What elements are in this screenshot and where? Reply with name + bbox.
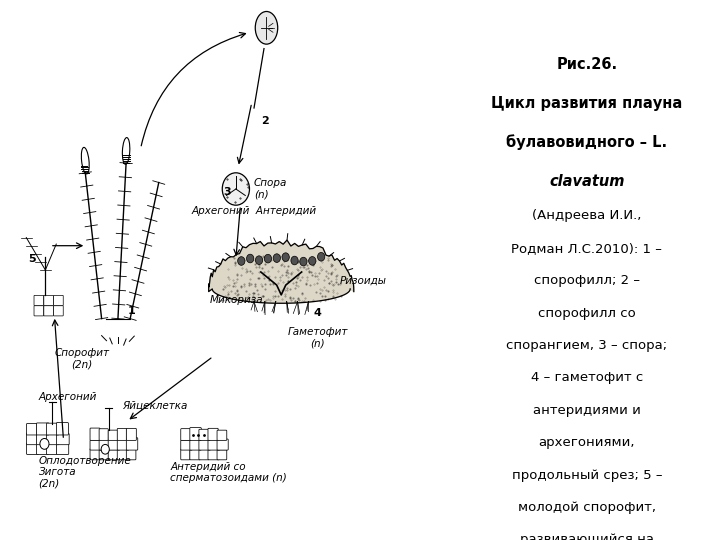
Text: булавовидного – L.: булавовидного – L. — [506, 134, 667, 151]
FancyBboxPatch shape — [90, 428, 100, 441]
FancyBboxPatch shape — [37, 443, 48, 455]
FancyBboxPatch shape — [56, 434, 69, 445]
FancyBboxPatch shape — [34, 295, 44, 306]
Circle shape — [318, 252, 325, 261]
FancyBboxPatch shape — [34, 306, 44, 316]
FancyBboxPatch shape — [190, 438, 202, 450]
Circle shape — [238, 256, 245, 265]
FancyBboxPatch shape — [181, 440, 192, 450]
FancyBboxPatch shape — [53, 306, 63, 316]
Text: 5: 5 — [28, 254, 35, 264]
Circle shape — [222, 173, 250, 205]
FancyBboxPatch shape — [108, 430, 118, 441]
Text: Зигота
(2n): Зигота (2n) — [39, 467, 76, 489]
Text: 1: 1 — [127, 306, 135, 315]
Text: спорофилл; 2 –: спорофилл; 2 – — [534, 274, 640, 287]
FancyBboxPatch shape — [199, 448, 209, 460]
FancyBboxPatch shape — [181, 449, 190, 460]
FancyBboxPatch shape — [199, 429, 210, 441]
FancyBboxPatch shape — [208, 448, 220, 460]
Text: Архегоний  Антеридий: Архегоний Антеридий — [192, 206, 317, 216]
Text: архегониями,: архегониями, — [539, 436, 635, 449]
FancyBboxPatch shape — [126, 448, 136, 460]
Text: Архегоний: Архегоний — [39, 392, 97, 402]
FancyBboxPatch shape — [53, 295, 63, 306]
Text: Микориза: Микориза — [210, 295, 263, 305]
Text: Антеридий со
сперматозоидами (n): Антеридий со сперматозоидами (n) — [170, 462, 287, 483]
Text: 4: 4 — [314, 308, 321, 318]
Circle shape — [40, 438, 49, 449]
Text: (Андреева И.И.,: (Андреева И.И., — [532, 210, 642, 222]
FancyBboxPatch shape — [56, 423, 68, 435]
Text: антеридиями и: антеридиями и — [533, 404, 641, 417]
Text: Гаметофит
(n): Гаметофит (n) — [287, 327, 348, 348]
Text: Родман Л.С.2010): 1 –: Родман Л.С.2010): 1 – — [511, 242, 662, 255]
Text: молодой спорофит,: молодой спорофит, — [518, 501, 656, 514]
FancyBboxPatch shape — [181, 429, 191, 441]
Text: Оплодотворение: Оплодотворение — [39, 456, 131, 467]
FancyBboxPatch shape — [27, 433, 37, 445]
Circle shape — [256, 256, 263, 265]
FancyBboxPatch shape — [37, 423, 49, 435]
Text: продольный срез; 5 –: продольный срез; 5 – — [511, 469, 662, 482]
Text: Рис.26.: Рис.26. — [557, 57, 617, 72]
FancyBboxPatch shape — [217, 450, 227, 460]
FancyBboxPatch shape — [208, 439, 220, 450]
Text: 3: 3 — [224, 187, 231, 197]
Circle shape — [246, 254, 254, 263]
Ellipse shape — [256, 11, 278, 44]
FancyBboxPatch shape — [37, 435, 48, 445]
Text: развивающийся на: развивающийся на — [520, 534, 654, 540]
FancyBboxPatch shape — [90, 440, 102, 450]
FancyBboxPatch shape — [117, 447, 128, 460]
FancyBboxPatch shape — [90, 449, 100, 460]
Circle shape — [264, 254, 271, 263]
FancyBboxPatch shape — [190, 428, 202, 441]
FancyBboxPatch shape — [56, 442, 68, 455]
Text: спорофилл со: спорофилл со — [538, 307, 636, 320]
FancyBboxPatch shape — [47, 423, 59, 435]
FancyBboxPatch shape — [117, 439, 129, 450]
FancyBboxPatch shape — [199, 438, 210, 450]
FancyBboxPatch shape — [126, 428, 136, 441]
FancyBboxPatch shape — [108, 437, 120, 450]
FancyBboxPatch shape — [117, 428, 127, 441]
Text: Ризоиды: Ризоиды — [341, 276, 387, 286]
Text: clavatum: clavatum — [549, 174, 624, 189]
FancyBboxPatch shape — [27, 423, 37, 435]
Text: 4 – гаметофит с: 4 – гаметофит с — [531, 372, 643, 384]
FancyBboxPatch shape — [108, 450, 120, 460]
Text: Спора
(n): Спора (n) — [254, 178, 287, 200]
Circle shape — [309, 256, 316, 265]
FancyBboxPatch shape — [208, 428, 218, 441]
FancyBboxPatch shape — [99, 429, 108, 441]
FancyBboxPatch shape — [190, 448, 200, 460]
Circle shape — [300, 257, 307, 266]
FancyBboxPatch shape — [27, 443, 39, 455]
FancyBboxPatch shape — [47, 442, 57, 455]
FancyBboxPatch shape — [44, 306, 53, 316]
Text: Спорофит
(2n): Спорофит (2n) — [54, 348, 109, 370]
Circle shape — [101, 444, 109, 454]
FancyBboxPatch shape — [99, 447, 109, 460]
FancyBboxPatch shape — [126, 438, 138, 450]
Text: Цикл развития плауна: Цикл развития плауна — [491, 96, 683, 111]
FancyBboxPatch shape — [217, 430, 227, 441]
Text: спорангием, 3 – спора;: спорангием, 3 – спора; — [506, 339, 667, 352]
FancyBboxPatch shape — [47, 434, 59, 445]
Circle shape — [291, 256, 298, 265]
FancyBboxPatch shape — [99, 440, 110, 450]
Polygon shape — [209, 240, 354, 303]
Circle shape — [273, 254, 280, 262]
Text: Яйцеклетка: Яйцеклетка — [122, 400, 188, 410]
FancyBboxPatch shape — [44, 295, 53, 306]
FancyBboxPatch shape — [217, 439, 228, 450]
Text: 2: 2 — [261, 116, 269, 126]
Circle shape — [282, 253, 289, 261]
